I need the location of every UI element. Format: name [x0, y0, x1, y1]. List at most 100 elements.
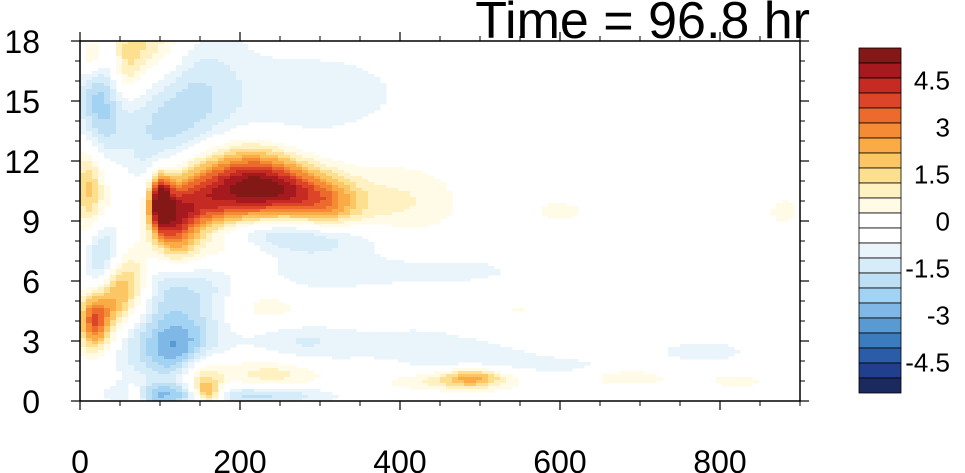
heatmap-cell [314, 260, 321, 264]
heatmap-cell [152, 395, 159, 399]
heatmap-cell [284, 200, 291, 204]
heatmap-cell [164, 341, 171, 345]
heatmap-cell [164, 257, 171, 261]
heatmap-cell [338, 68, 345, 72]
heatmap-cell [182, 308, 189, 312]
heatmap-cell [170, 197, 177, 201]
heatmap-cell [164, 86, 171, 90]
heatmap-cell [326, 335, 333, 339]
heatmap-cell [212, 209, 219, 213]
heatmap-cell [206, 47, 213, 51]
heatmap-cell [338, 119, 345, 123]
heatmap-cell [182, 344, 189, 348]
heatmap-cell [488, 380, 495, 384]
heatmap-cell [476, 347, 483, 351]
heatmap-cell [152, 362, 159, 366]
heatmap-cell [260, 173, 267, 177]
heatmap-cell [290, 167, 297, 171]
heatmap-cell [128, 56, 135, 60]
heatmap-cell [170, 278, 177, 282]
heatmap-cell [404, 173, 411, 177]
heatmap-cell [668, 350, 675, 354]
heatmap-cell [140, 272, 147, 276]
heatmap-cell [344, 107, 351, 111]
heatmap-cell [146, 299, 153, 303]
heatmap-cell [128, 293, 135, 297]
heatmap-cell [110, 284, 117, 288]
heatmap-cell [200, 71, 207, 75]
heatmap-cell [410, 185, 417, 189]
heatmap-cell [176, 134, 183, 138]
heatmap-cell [314, 218, 321, 222]
heatmap-cell [290, 122, 297, 126]
heatmap-cell [272, 368, 279, 372]
heatmap-cell [110, 254, 117, 258]
heatmap-cell [254, 86, 261, 90]
heatmap-cell [104, 290, 111, 294]
heatmap-cell [206, 368, 213, 372]
heatmap-cell [86, 155, 93, 159]
heatmap-cell [206, 314, 213, 318]
heatmap-cell [296, 380, 303, 384]
heatmap-cell [140, 47, 147, 51]
heatmap-cell [332, 224, 339, 228]
heatmap-cell [224, 191, 231, 195]
heatmap-cell [326, 392, 333, 396]
heatmap-cell [104, 110, 111, 114]
heatmap-cell [80, 74, 87, 78]
heatmap-cell [284, 368, 291, 372]
heatmap-cell [146, 212, 153, 216]
heatmap-cell [182, 173, 189, 177]
heatmap-cell [296, 341, 303, 345]
heatmap-cell [386, 206, 393, 210]
heatmap-cell [176, 368, 183, 372]
heatmap-cell [182, 167, 189, 171]
heatmap-cell [284, 89, 291, 93]
heatmap-cell [254, 215, 261, 219]
heatmap-cell [80, 77, 87, 81]
heatmap-cell [278, 191, 285, 195]
heatmap-cell [128, 275, 135, 279]
heatmap-cell [320, 170, 327, 174]
heatmap-cell [86, 299, 93, 303]
heatmap-cell [290, 212, 297, 216]
heatmap-cell [470, 371, 477, 375]
heatmap-cell [224, 113, 231, 117]
heatmap-cell [320, 80, 327, 84]
heatmap-cell [194, 311, 201, 315]
heatmap-cell [338, 170, 345, 174]
heatmap-cell [350, 107, 357, 111]
heatmap-cell [206, 155, 213, 159]
heatmap-cell [236, 338, 243, 342]
heatmap-cell [200, 62, 207, 66]
heatmap-cell [80, 104, 87, 108]
heatmap-cell [248, 377, 255, 381]
heatmap-cell [164, 95, 171, 99]
heatmap-cell [170, 221, 177, 225]
heatmap-cell [296, 203, 303, 207]
heatmap-cell [296, 254, 303, 258]
heatmap-cell [320, 239, 327, 243]
heatmap-cell [290, 95, 297, 99]
heatmap-cell [224, 392, 231, 396]
heatmap-cell [272, 212, 279, 216]
heatmap-cell [416, 380, 423, 384]
heatmap-cell [110, 323, 117, 327]
heatmap-cell [194, 191, 201, 195]
heatmap-cell [266, 218, 273, 222]
heatmap-cell [362, 89, 369, 93]
heatmap-cell [428, 344, 435, 348]
heatmap-cell [392, 266, 399, 270]
heatmap-cell [260, 362, 267, 366]
heatmap-cell [248, 338, 255, 342]
heatmap-cell [308, 164, 315, 168]
heatmap-cell [92, 245, 99, 249]
heatmap-cell [302, 158, 309, 162]
heatmap-cell [146, 233, 153, 237]
heatmap-cell [332, 350, 339, 354]
heatmap-cell [170, 284, 177, 288]
heatmap-cell [164, 344, 171, 348]
heatmap-cell [86, 125, 93, 129]
heatmap-cell [440, 374, 447, 378]
heatmap-cell [434, 212, 441, 216]
